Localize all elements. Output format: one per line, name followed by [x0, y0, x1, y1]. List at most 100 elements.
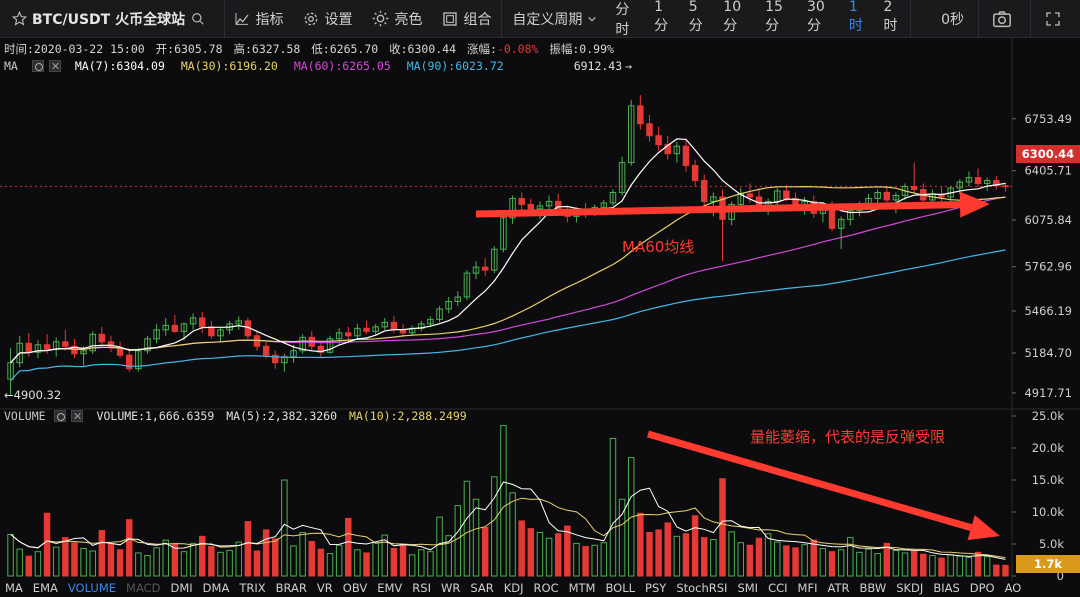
indicator-tab-mfi[interactable]: MFI [797, 581, 818, 595]
candle-body [354, 327, 361, 337]
candle-body [983, 180, 991, 185]
indicator-tab-boll[interactable]: BOLL [605, 581, 636, 595]
indicator-tab-atr[interactable]: ATR [827, 581, 850, 595]
candle-body [637, 105, 644, 125]
candle-body [518, 197, 525, 205]
volume-bar [34, 551, 42, 577]
indicator-tab-bias[interactable]: BIAS [933, 581, 960, 595]
volume-bar [956, 555, 964, 577]
candle-body [162, 324, 169, 331]
indicator-tab-vr[interactable]: VR [316, 581, 333, 595]
indicator-tab-dma[interactable]: DMA [202, 581, 230, 595]
indicator-tab-dpo[interactable]: DPO [969, 581, 995, 595]
candle-body [235, 320, 242, 325]
candle-body [664, 144, 671, 155]
indicator-tab-dmi[interactable]: DMI [170, 581, 193, 595]
indicator-tab-kdj[interactable]: KDJ [503, 581, 524, 595]
indicators-button[interactable]: 指标 [224, 0, 293, 38]
period-tab-7[interactable]: 2时 [883, 0, 898, 34]
indicator-tab-macd[interactable]: MACD [126, 581, 161, 595]
indicator-tab-brar[interactable]: BRAR [275, 581, 307, 595]
custom-period-dropdown[interactable]: 自定义周期 [502, 0, 607, 38]
volume-bar [847, 537, 854, 577]
period-tab-1[interactable]: 1分 [654, 0, 669, 34]
ma-settings-icon[interactable] [31, 60, 44, 72]
period-tab-3[interactable]: 10分 [723, 0, 742, 34]
candle-body [783, 190, 790, 199]
indicator-tab-ma[interactable]: MA [5, 581, 23, 595]
indicator-tab-stochrsi[interactable]: StochRSI [676, 581, 728, 595]
chart-canvas[interactable]: 6753.49 6405.71 6075.84 5762.96 5466.19 5184.… [0, 38, 1080, 581]
indicator-tab-roc[interactable]: ROC [533, 581, 559, 595]
indicator-tab-wr[interactable]: WR [440, 581, 461, 595]
volume-bar [198, 535, 206, 577]
indicator-tab-psy[interactable]: PSY [645, 581, 667, 595]
candle-body [89, 333, 96, 352]
candle-body [299, 336, 306, 352]
indicator-tab-ema[interactable]: EMA [32, 581, 58, 595]
volume-bar [728, 531, 735, 577]
indicators-icon [235, 12, 249, 25]
indicator-tab-bbw[interactable]: BBW [859, 581, 887, 595]
indicator-tab-trix[interactable]: TRIX [239, 581, 266, 595]
candle-body [993, 180, 1000, 187]
ma60-annotation-text: MA60均线 [622, 238, 695, 256]
volume-bar [700, 537, 708, 577]
volume-bar [107, 543, 115, 577]
volume-bar [354, 549, 361, 577]
indicator-tab-rsi[interactable]: RSI [412, 581, 431, 595]
indicator-tab-obv[interactable]: OBV [342, 581, 368, 595]
ma90-value: MA(90):6023.72 [406, 59, 504, 73]
period-tab-6[interactable]: 1时 [848, 0, 863, 34]
price-tick-label: 6405.71 [1024, 164, 1072, 178]
ma7-line [10, 138, 1006, 364]
volume-bar [408, 554, 416, 577]
candle-body [837, 218, 845, 229]
volume-bar [792, 547, 799, 577]
screenshot-button[interactable] [979, 0, 1030, 38]
period-tab-5[interactable]: 30分 [806, 0, 825, 34]
symbol-selector[interactable]: BTC/USDT 火币全球站 [0, 0, 224, 38]
compose-button[interactable]: 组合 [432, 0, 501, 38]
settings-button[interactable]: 设置 [293, 0, 362, 38]
period-tab-0[interactable]: 分时 [615, 1, 630, 38]
volume-bar [874, 553, 881, 577]
theme-button[interactable]: 亮色 [362, 0, 432, 38]
candle-body [335, 332, 343, 340]
volume-bar [62, 537, 69, 577]
volume-bar [390, 547, 398, 577]
period-tab-4[interactable]: 15分 [765, 0, 783, 34]
search-icon[interactable] [191, 12, 205, 26]
volume-bar [436, 516, 443, 577]
ma-close-icon[interactable] [48, 60, 61, 72]
indicator-tab-emv[interactable]: EMV [377, 581, 403, 595]
theme-label: 亮色 [394, 11, 423, 28]
indicator-bar: MA EMA VOLUME MACD DMI DMA TRIX BRAR VR OBV EMV RSI… [0, 581, 1080, 597]
candle-body [600, 202, 608, 208]
volume-settings-icon[interactable] [53, 410, 66, 422]
indicator-tab-cci[interactable]: CCI [768, 581, 788, 595]
indicator-tab-volume[interactable]: VOLUME [67, 581, 117, 595]
volume-tick-label: 15.0k [1032, 473, 1065, 487]
candle-body [618, 162, 626, 193]
star-icon[interactable] [12, 11, 27, 26]
indicator-tab-sar[interactable]: SAR [470, 581, 494, 595]
candle-body [491, 248, 498, 271]
volume-bar [463, 480, 471, 577]
indicator-tab-ao[interactable]: AO [1004, 581, 1022, 595]
indicator-tab-skdj[interactable]: SKDJ [896, 581, 924, 595]
period-tab-2[interactable]: 5分 [688, 0, 703, 34]
volume-bar [783, 545, 790, 577]
info-low: 低:6265.70 [311, 42, 379, 56]
volume-bar [518, 520, 525, 577]
volume-bar [217, 551, 224, 577]
period-tabs: 分时 1分 5分 10分 15分 30分 1时 2时 [607, 0, 910, 39]
volume-close-icon[interactable] [70, 410, 83, 422]
fullscreen-button[interactable] [1031, 0, 1080, 38]
camera-icon [993, 10, 1011, 27]
indicator-tab-smi[interactable]: SMI [737, 581, 759, 595]
indicator-tab-mtm[interactable]: MTM [568, 581, 596, 595]
ma30-line [10, 185, 1006, 364]
high-mark-label: 6912.43 [573, 59, 623, 73]
volume-bar [171, 544, 179, 577]
